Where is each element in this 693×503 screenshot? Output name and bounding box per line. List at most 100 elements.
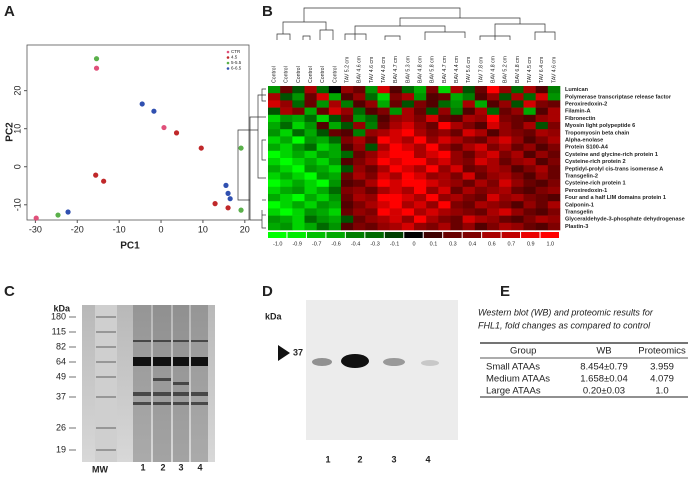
- heatmap-cell: [450, 86, 463, 94]
- heatmap-cell: [377, 150, 390, 159]
- marker-label: 26: [56, 422, 66, 432]
- heatmap-cell: [401, 208, 415, 216]
- heatmap-cell: [377, 86, 390, 94]
- scale-label: 0.6: [488, 241, 496, 247]
- heatmap-cell: [316, 194, 330, 202]
- heatmap-cell: [304, 208, 317, 216]
- heatmap-cell: [341, 158, 354, 166]
- heatmap-cell: [268, 208, 281, 216]
- heatmap-cell: [547, 150, 561, 159]
- heatmap-cell: [268, 186, 281, 195]
- point: [238, 207, 244, 213]
- heatmap-cell: [377, 165, 390, 173]
- lane-label: 4: [197, 462, 202, 472]
- row-label: Plastin-3: [565, 224, 588, 230]
- heatmap-cell: [450, 201, 463, 209]
- heatmap-cell: [462, 100, 476, 108]
- column-label: Control: [271, 66, 277, 83]
- heatmap-cell: [487, 215, 500, 224]
- heatmap-cell: [523, 186, 536, 195]
- heatmap-cell: [389, 201, 403, 209]
- heatmap-cell: [292, 143, 305, 152]
- heatmap-cell: [268, 172, 281, 180]
- heatmap-cell: [499, 172, 512, 180]
- heatmap-cell: [474, 150, 488, 159]
- point: [223, 182, 229, 188]
- heatmap-cell: [438, 86, 451, 94]
- heatmap-cell: [353, 100, 366, 108]
- heatmap-cell: [426, 143, 439, 152]
- heatmap-cell: [547, 165, 561, 173]
- marker-label: 37: [56, 391, 66, 401]
- gel-image: [82, 305, 215, 462]
- x-tick-label: -20: [71, 224, 84, 234]
- heatmap-cell: [401, 150, 415, 159]
- heatmap-cell: [414, 114, 427, 123]
- heatmap-cell: [462, 186, 476, 195]
- heatmap-cell: [547, 186, 561, 195]
- heatmap-cell: [462, 93, 476, 101]
- lane-label: 1: [140, 462, 145, 472]
- heatmap-cell: [377, 114, 390, 123]
- heatmap-cell: [268, 143, 281, 152]
- column-label: BAV 4.7 cm: [442, 56, 448, 83]
- heatmap-cell: [499, 122, 512, 130]
- scale-swatch: [345, 232, 365, 238]
- heatmap-cell: [365, 222, 378, 231]
- heatmap-cell: [414, 86, 427, 94]
- heatmap-cell: [474, 165, 488, 173]
- heatmap-cell: [353, 186, 366, 195]
- heatmap-cell: [280, 172, 293, 180]
- heatmap-cell: [292, 114, 305, 123]
- heatmap-cell: [474, 186, 488, 195]
- row-label: Fibronectin: [565, 116, 596, 122]
- heatmap-cell: [414, 208, 427, 216]
- heatmap-cell: [292, 208, 305, 216]
- heatmap-cell: [316, 201, 330, 209]
- scale-swatch: [404, 232, 423, 238]
- legend-label: CTR: [231, 49, 241, 54]
- heatmap-cell: [377, 129, 390, 137]
- heatmap-cell: [377, 143, 390, 152]
- heatmap-cell: [426, 194, 439, 202]
- heatmap-cell: [280, 107, 293, 116]
- heatmap-cell: [426, 201, 439, 209]
- y-tick-label: -10: [12, 198, 22, 211]
- heatmap-cell: [547, 179, 561, 188]
- heatmap-cell: [535, 215, 549, 224]
- heatmap-cell: [280, 208, 293, 216]
- scale-swatch: [287, 232, 306, 238]
- heatmap-cell: [438, 93, 451, 101]
- heatmap-cell: [304, 107, 317, 116]
- heatmap-cell: [365, 208, 378, 216]
- heatmap-cell: [341, 165, 354, 173]
- column-label: TAV 5.6 cm: [466, 57, 472, 83]
- heatmap-cell: [547, 143, 561, 152]
- table-header: Group: [510, 346, 536, 357]
- heatmap-cell: [426, 179, 439, 188]
- heatmap-cell: [280, 222, 293, 231]
- heatmap-cell: [268, 201, 281, 209]
- heatmap-cell: [280, 165, 293, 173]
- heatmap-cell: [401, 93, 415, 101]
- heatmap-cell: [341, 186, 354, 195]
- heatmap-cell: [487, 165, 500, 173]
- heatmap-cell: [547, 172, 561, 180]
- heatmap-cell: [268, 114, 281, 123]
- scale-label: -0.3: [370, 241, 379, 247]
- heatmap-cell: [426, 172, 439, 180]
- heatmap-cell: [523, 143, 536, 152]
- heatmap-cell: [414, 201, 427, 209]
- heatmap-cell: [353, 222, 366, 231]
- column-label: TAV 4.5 cm: [527, 57, 533, 83]
- heatmap-cell: [341, 179, 354, 188]
- row-label: Glyceraldehyde-3-phosphate dehydrogenase: [565, 217, 685, 223]
- unit-label: kDa: [265, 311, 283, 321]
- heatmap-cell: [365, 122, 378, 130]
- heatmap-cell: [499, 222, 512, 231]
- heatmap-cell: [365, 93, 378, 101]
- heatmap-cell: [462, 158, 476, 166]
- heatmap-cell: [438, 143, 451, 152]
- heatmap-cell: [523, 172, 536, 180]
